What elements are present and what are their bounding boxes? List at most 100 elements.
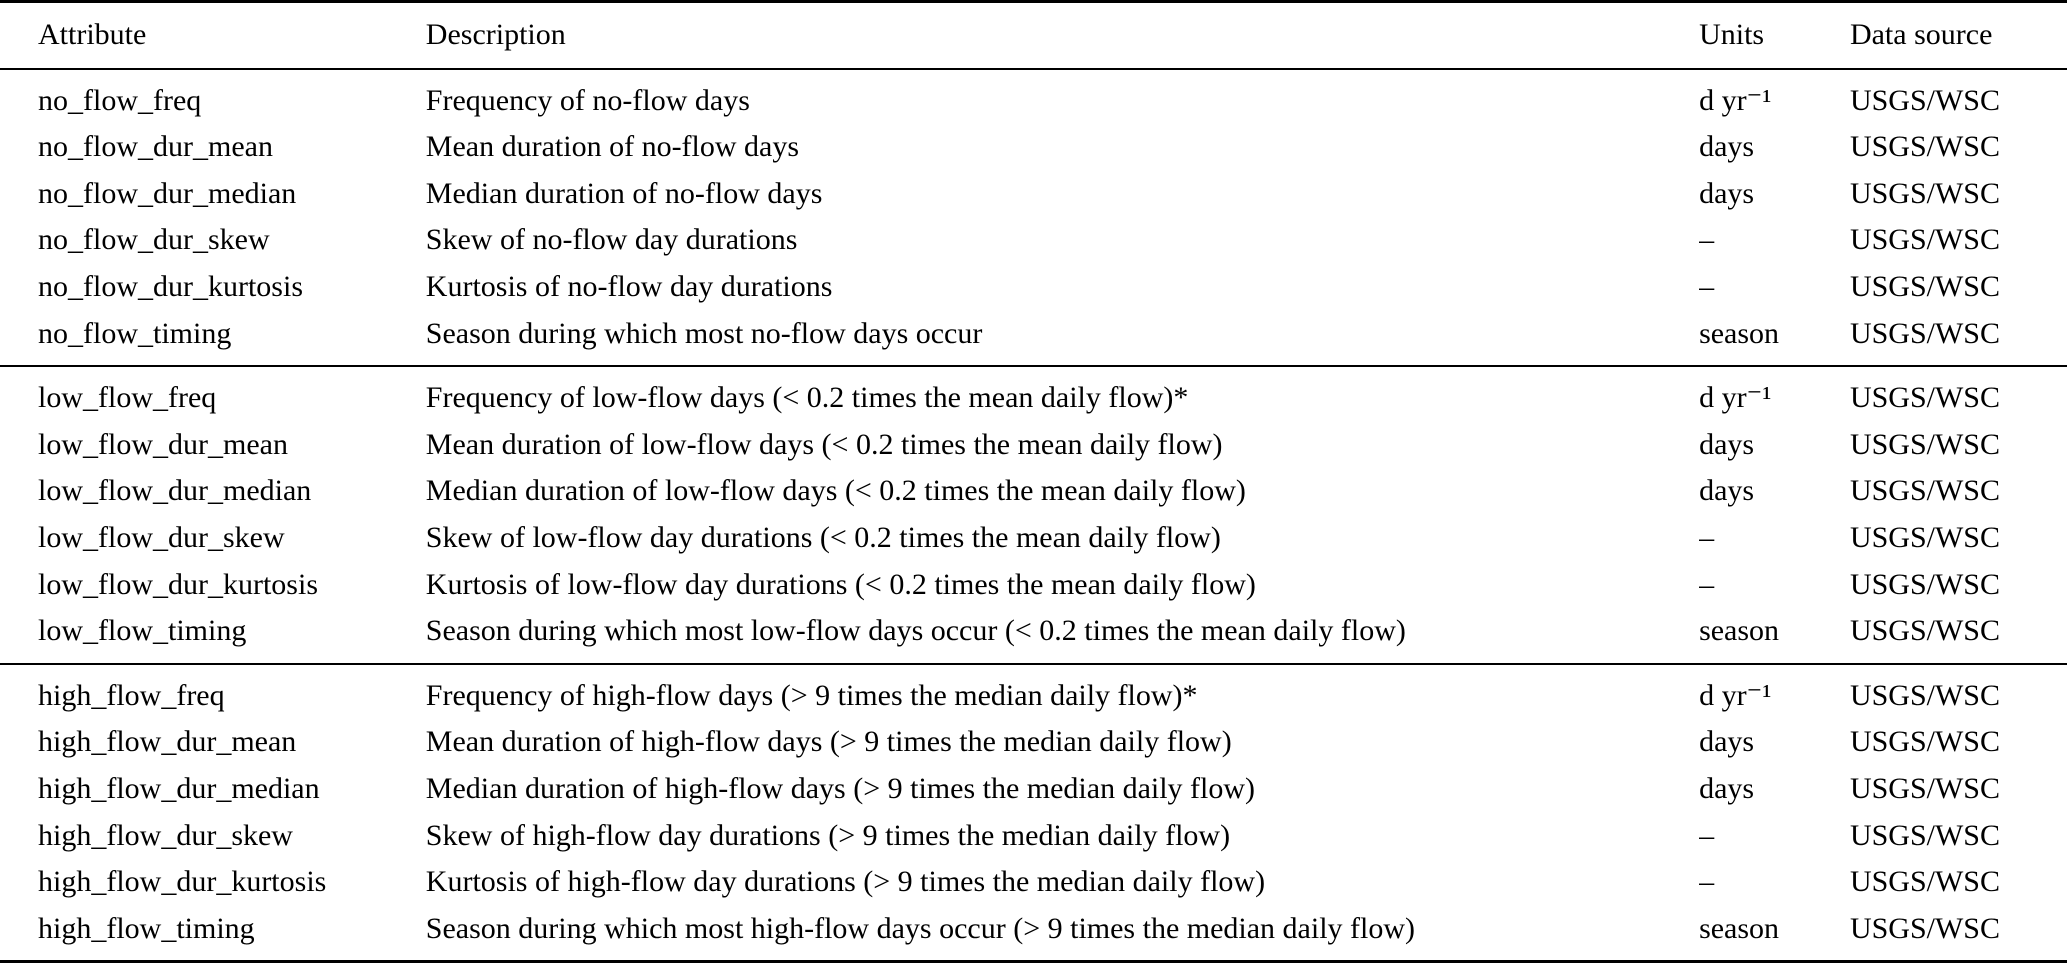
units-cell: d yr⁻¹: [1699, 678, 1772, 712]
units-cell: days: [1699, 474, 1755, 508]
description-cell: Mean duration of low-flow days (< 0.2 ti…: [425, 427, 1223, 461]
attribute-cell: high_flow_dur_skew: [38, 818, 293, 852]
data-source-cell: USGS/WSC: [1849, 614, 2000, 648]
units-cell: days: [1699, 771, 1755, 805]
units-cell: d yr⁻¹: [1699, 381, 1772, 415]
units-cell: d yr⁻¹: [1699, 83, 1772, 117]
attribute-cell: high_flow_dur_mean: [38, 725, 297, 759]
table-row: no_flow_timing Season during which most n…: [0, 311, 2067, 367]
attribute-cell: low_flow_timing: [38, 614, 247, 648]
units-cell: days: [1699, 725, 1755, 759]
table-row: low_flow_dur_kurtosis Kurtosis of low-flo…: [0, 562, 2067, 609]
description-cell: Kurtosis of no-flow day durations: [425, 269, 833, 303]
data-source-cell: USGS/WSC: [1849, 725, 2000, 759]
description-cell: Kurtosis of low-flow day durations (< 0.…: [425, 567, 1256, 601]
units-cell: days: [1699, 427, 1755, 461]
units-cell: season: [1699, 911, 1780, 945]
attribute-cell: no_flow_dur_skew: [38, 223, 270, 257]
data-source-cell: USGS/WSC: [1849, 223, 2000, 257]
data-source-cell: USGS/WSC: [1849, 176, 2000, 210]
units-cell: –: [1699, 818, 1715, 852]
units-cell: –: [1699, 520, 1715, 554]
attribute-cell: high_flow_timing: [38, 911, 255, 945]
table-row: high_flow_timing Season during which most…: [0, 906, 2067, 962]
data-source-cell: USGS/WSC: [1849, 130, 2000, 164]
table-row: high_flow_dur_skew Skew of high-flow day …: [0, 813, 2067, 860]
description-cell: Skew of high-flow day durations (> 9 tim…: [425, 818, 1231, 852]
table-row: no_flow_dur_kurtosis Kurtosis of no-flow …: [0, 264, 2067, 311]
attribute-cell: low_flow_dur_median: [38, 474, 312, 508]
units-cell: days: [1699, 176, 1755, 210]
table-header: Attribute Description Units Data source: [0, 2, 2067, 69]
table-row: high_flow_dur_mean Mean duration of high-…: [0, 719, 2067, 766]
column-header-units: Units: [1699, 18, 1765, 51]
table-row: high_flow_dur_kurtosis Kurtosis of high-f…: [0, 859, 2067, 906]
data-source-cell: USGS/WSC: [1849, 520, 2000, 554]
table-row: no_flow_freq Frequency of no-flow days d y…: [0, 69, 2067, 125]
column-header-data-source: Data source: [1849, 18, 1993, 51]
attribute-cell: high_flow_dur_kurtosis: [38, 865, 327, 899]
data-source-cell: USGS/WSC: [1849, 865, 2000, 899]
table-row: no_flow_dur_mean Mean duration of no-flow…: [0, 124, 2067, 171]
data-source-cell: USGS/WSC: [1849, 269, 2000, 303]
table-group-no-flow: no_flow_freq Frequency of no-flow days d y…: [0, 69, 2067, 367]
units-cell: –: [1699, 865, 1715, 899]
attribute-cell: no_flow_dur_median: [38, 176, 297, 210]
attribute-cell: no_flow_dur_kurtosis: [38, 269, 303, 303]
data-source-cell: USGS/WSC: [1849, 678, 2000, 712]
data-source-cell: USGS/WSC: [1849, 911, 2000, 945]
table-row: high_flow_freq Frequency of high-flow day…: [0, 664, 2067, 720]
units-cell: –: [1699, 223, 1715, 257]
attribute-cell: no_flow_freq: [38, 83, 202, 117]
table-row: low_flow_dur_median Median duration of lo…: [0, 468, 2067, 515]
description-cell: Median duration of low-flow days (< 0.2 …: [425, 474, 1246, 508]
data-source-cell: USGS/WSC: [1849, 567, 2000, 601]
table-row: low_flow_freq Frequency of low-flow days …: [0, 366, 2067, 422]
description-cell: Median duration of no-flow days: [425, 176, 823, 210]
attribute-cell: low_flow_dur_skew: [38, 520, 285, 554]
description-cell: Mean duration of no-flow days: [425, 130, 800, 164]
units-cell: –: [1699, 567, 1715, 601]
data-source-cell: USGS/WSC: [1849, 381, 2000, 415]
table-row: low_flow_dur_mean Mean duration of low-fl…: [0, 422, 2067, 469]
data-source-cell: USGS/WSC: [1849, 474, 2000, 508]
data-source-cell: USGS/WSC: [1849, 771, 2000, 805]
attribute-cell: high_flow_dur_median: [38, 771, 320, 805]
description-cell: Season during which most low-flow days o…: [425, 614, 1406, 648]
attribute-cell: low_flow_freq: [38, 381, 217, 415]
table-row: low_flow_dur_skew Skew of low-flow day du…: [0, 515, 2067, 562]
data-source-cell: USGS/WSC: [1849, 818, 2000, 852]
attribute-cell: high_flow_freq: [38, 678, 225, 712]
description-cell: Kurtosis of high-flow day durations (> 9…: [425, 865, 1266, 899]
attribute-cell: no_flow_timing: [38, 316, 232, 350]
description-cell: Skew of low-flow day durations (< 0.2 ti…: [425, 520, 1221, 554]
table-row: low_flow_timing Season during which most …: [0, 608, 2067, 664]
units-cell: days: [1699, 130, 1755, 164]
units-cell: –: [1699, 269, 1715, 303]
table-header-row: Attribute Description Units Data source: [0, 2, 2067, 69]
table-row: no_flow_dur_median Median duration of no-…: [0, 171, 2067, 218]
description-cell: Frequency of high-flow days (> 9 times t…: [425, 678, 1198, 712]
table-row: high_flow_dur_median Median duration of h…: [0, 766, 2067, 813]
column-header-attribute: Attribute: [38, 18, 147, 51]
attribute-cell: low_flow_dur_mean: [38, 427, 288, 461]
column-header-description: Description: [425, 18, 566, 51]
description-cell: Frequency of no-flow days: [425, 83, 750, 117]
description-cell: Season during which most high-flow days …: [425, 911, 1416, 945]
units-cell: season: [1699, 316, 1780, 350]
table-group-high-flow: high_flow_freq Frequency of high-flow day…: [0, 663, 2067, 962]
description-cell: Skew of no-flow day durations: [425, 223, 798, 257]
description-cell: Mean duration of high-flow days (> 9 tim…: [425, 725, 1232, 759]
description-cell: Season during which most no-flow days oc…: [425, 316, 983, 350]
units-cell: season: [1699, 614, 1780, 648]
attribute-cell: low_flow_dur_kurtosis: [38, 567, 318, 601]
description-cell: Median duration of high-flow days (> 9 t…: [425, 771, 1256, 805]
table-row: no_flow_dur_skew Skew of no-flow day dura…: [0, 217, 2067, 264]
data-source-cell: USGS/WSC: [1849, 316, 2000, 350]
table-group-low-flow: low_flow_freq Frequency of low-flow days …: [0, 366, 2067, 664]
attribute-cell: no_flow_dur_mean: [38, 130, 273, 164]
description-cell: Frequency of low-flow days (< 0.2 times …: [425, 381, 1189, 415]
data-source-cell: USGS/WSC: [1849, 427, 2000, 461]
